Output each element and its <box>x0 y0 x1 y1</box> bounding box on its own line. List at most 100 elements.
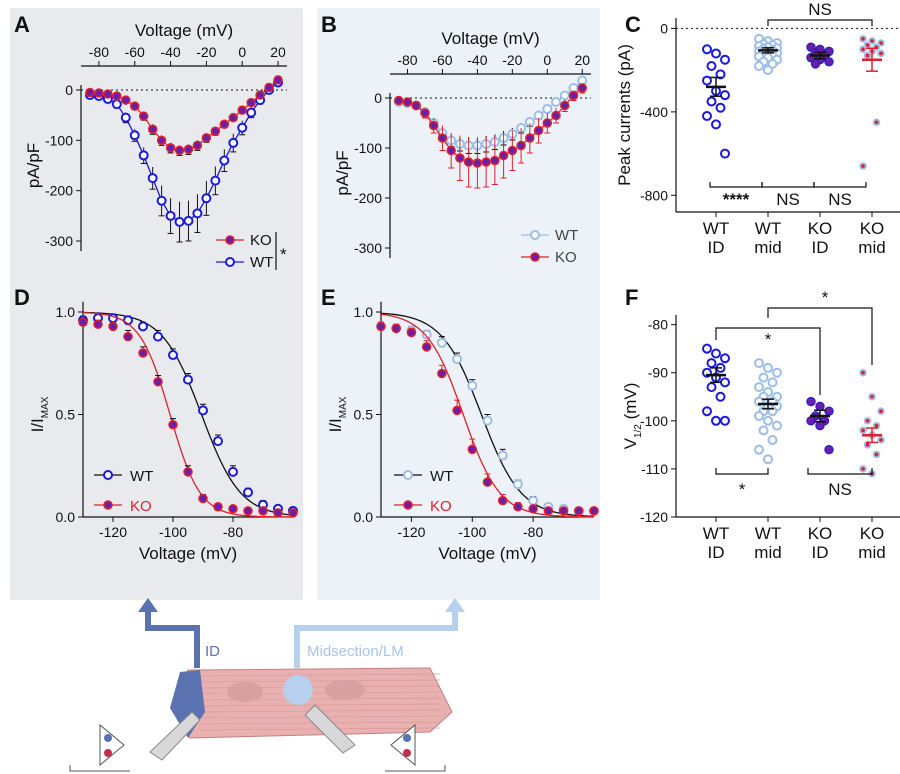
data-point <box>156 195 167 206</box>
significance-label: **** <box>723 190 750 209</box>
midsection-patch <box>283 675 313 705</box>
x-tick-label: -80 <box>523 524 543 540</box>
data-point <box>482 477 493 487</box>
data-point-center <box>870 394 874 399</box>
nucleus <box>227 682 263 702</box>
category-label: KO <box>860 219 885 238</box>
data-point <box>168 420 178 430</box>
data-point <box>428 120 439 131</box>
data-point <box>715 69 726 80</box>
data-point <box>711 348 721 359</box>
x-axis-label: Voltage (mV) <box>139 544 237 563</box>
data-point-center <box>874 452 879 457</box>
x-tick-label: -20 <box>196 44 216 60</box>
y-tick-label: 1.0 <box>354 304 374 320</box>
data-point <box>391 323 401 334</box>
panel-label-f: F <box>625 285 638 310</box>
data-point <box>183 215 194 226</box>
data-point-center <box>879 51 883 56</box>
y-axis-label: V1/2 (mV) <box>621 383 644 450</box>
data-point <box>498 150 509 161</box>
x-tick-label: -40 <box>467 52 487 68</box>
x-tick-label: -40 <box>160 44 180 60</box>
y-tick-label: -120 <box>640 509 668 525</box>
category-label: ID <box>812 238 829 257</box>
data-point <box>525 133 535 143</box>
data-point <box>463 157 474 167</box>
data-point <box>806 416 816 426</box>
panel-background-left <box>10 8 303 600</box>
data-point <box>243 506 253 516</box>
data-point-center <box>861 37 865 41</box>
data-point <box>94 88 104 98</box>
data-point <box>210 126 221 137</box>
y-axis-label: pA/pF <box>24 143 43 188</box>
data-point <box>246 107 257 118</box>
striation <box>199 673 441 677</box>
data-point <box>121 95 131 105</box>
significance-label: * <box>765 330 772 349</box>
data-point <box>165 210 176 221</box>
significance-bracket <box>709 182 763 188</box>
data-point <box>129 101 140 111</box>
data-point <box>711 415 721 426</box>
data-point <box>589 506 599 516</box>
data-point <box>754 411 764 421</box>
data-point <box>513 502 523 512</box>
data-point-center <box>861 164 865 168</box>
data-point <box>437 368 447 379</box>
pipette-id <box>149 711 201 761</box>
chart-e: -120 -100 -80 Voltage (mV) 0.0 0.5 1.0 I/IMAX WT… <box>326 301 599 563</box>
y-axis-label: I/IMAX <box>326 396 349 432</box>
data-point <box>156 135 167 146</box>
data-point <box>528 504 538 514</box>
data-point <box>754 382 764 393</box>
data-point <box>702 44 712 55</box>
significance-bracket <box>761 182 815 188</box>
data-point <box>153 331 163 342</box>
data-point <box>228 137 239 148</box>
data-point <box>237 105 247 115</box>
amplifier-wire <box>385 765 446 772</box>
data-point <box>264 82 274 93</box>
data-point <box>376 321 386 332</box>
data-point <box>767 377 778 388</box>
y-tick-label: -800 <box>640 187 668 203</box>
category-label: WT <box>755 524 781 543</box>
data-point <box>754 444 764 455</box>
data-point <box>715 102 726 113</box>
y-tick-label: -110 <box>641 461 668 477</box>
data-point <box>720 377 730 388</box>
legend-label: KO <box>555 249 577 266</box>
y-tick-label: 0 <box>660 20 668 36</box>
data-point <box>243 487 253 498</box>
y-tick-label: -200 <box>45 183 73 199</box>
significance-label: * <box>739 480 746 499</box>
data-point <box>246 97 256 108</box>
data-point-center <box>865 443 870 447</box>
data-point <box>806 42 816 52</box>
data-point <box>542 118 553 128</box>
data-point <box>702 75 712 86</box>
significance-bracket <box>767 307 873 365</box>
y-tick-label: -400 <box>640 104 668 120</box>
data-point <box>702 111 712 122</box>
category-label: KO <box>860 524 885 543</box>
legend-marker <box>530 252 540 262</box>
legend-label: KO <box>130 498 152 515</box>
data-point <box>108 321 118 332</box>
significance-bracket <box>767 19 873 26</box>
data-point <box>720 353 730 364</box>
legend-marker <box>403 500 413 510</box>
y-tick-label: 0 <box>374 90 382 106</box>
category-label: mid <box>754 238 781 257</box>
significance-label: NS <box>828 190 852 209</box>
legend-marker <box>530 230 540 240</box>
data-point <box>123 331 133 342</box>
striation <box>199 679 441 683</box>
striation <box>199 703 441 707</box>
panel-label-e: E <box>321 285 336 310</box>
y-tick-label: 0 <box>65 82 73 98</box>
y-axis-label: Peak currents (pA) <box>615 44 634 186</box>
